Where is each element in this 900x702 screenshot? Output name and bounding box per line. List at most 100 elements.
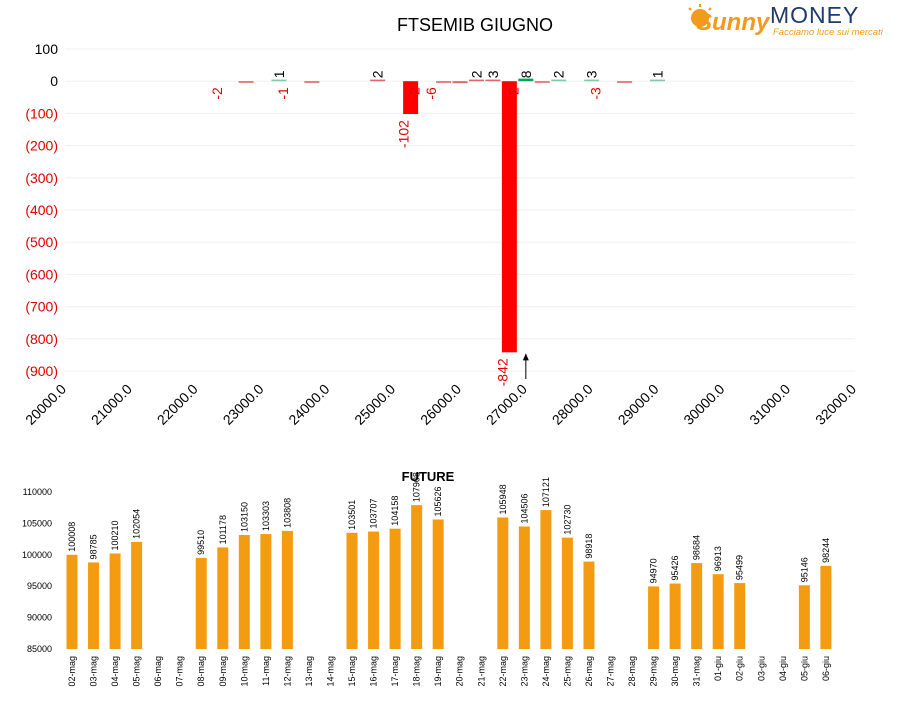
future-x-tick-label: 26-mag xyxy=(584,656,594,687)
data-label: 2 xyxy=(551,70,567,78)
future-data-label: 98684 xyxy=(692,535,702,560)
future-bar xyxy=(540,510,552,649)
data-label: -1 xyxy=(275,87,291,100)
bar xyxy=(452,81,468,84)
future-data-label: 105626 xyxy=(433,486,443,516)
x-tick-label: 25000.0 xyxy=(351,381,398,428)
future-data-label: 103808 xyxy=(282,498,292,528)
bar xyxy=(584,79,600,82)
logo-script-text: Sunny xyxy=(696,9,771,36)
future-bars xyxy=(66,505,832,649)
future-data-label: 98244 xyxy=(821,538,831,563)
future-x-tick-label: 17-mag xyxy=(390,656,400,687)
future-bar xyxy=(648,586,660,649)
future-data-label: 99510 xyxy=(196,530,206,555)
future-x-tick-label: 06-giu xyxy=(821,656,831,681)
future-x-tick-label: 14-mag xyxy=(325,656,335,687)
bar xyxy=(501,81,517,353)
future-bar xyxy=(561,537,573,649)
y-tick-label: (200) xyxy=(25,138,58,154)
x-tick-label: 30000.0 xyxy=(680,381,727,428)
future-x-tick-label: 08-mag xyxy=(196,656,206,687)
future-bar xyxy=(497,517,509,649)
future-x-tick-label: 19-mag xyxy=(433,656,443,687)
future-y-tick-label: 85000 xyxy=(27,644,52,654)
y-tick-label: (500) xyxy=(25,234,58,250)
future-data-label: 102054 xyxy=(132,509,142,539)
sunny-money-logo: Sunny MONEY Facciamo luce sui mercati xyxy=(686,2,892,42)
data-label: -3 xyxy=(588,87,604,100)
future-data-label: 105948 xyxy=(498,484,508,514)
future-bar xyxy=(798,585,810,649)
future-bar xyxy=(346,532,358,649)
future-x-tick-label: 01-giu xyxy=(713,656,723,681)
y-axis-ticks: 100 0 (100) (200) (300) (400) (500) (600) (700) (… xyxy=(25,41,58,379)
y-tick-label: (100) xyxy=(25,105,58,121)
future-x-tick-label: 27-mag xyxy=(606,656,616,687)
future-data-label: 95146 xyxy=(799,557,809,582)
future-x-tick-label: 15-mag xyxy=(347,656,357,687)
future-x-tick-label: 02-mag xyxy=(67,656,77,687)
chart-title: FTSEMIB GIUGNO xyxy=(397,15,553,35)
y-tick-label: (900) xyxy=(25,363,58,379)
future-data-label: 103501 xyxy=(347,500,357,530)
y-tick-label: (800) xyxy=(25,331,58,347)
future-x-tick-label: 04-mag xyxy=(110,656,120,687)
data-label: -6 xyxy=(423,87,439,100)
future-x-tick-label: 18-mag xyxy=(412,656,422,687)
future-x-tick-label: 09-mag xyxy=(218,656,228,687)
future-data-label: 104506 xyxy=(519,493,529,523)
x-tick-label: 24000.0 xyxy=(285,381,332,428)
future-x-tick-label: 12-mag xyxy=(282,656,292,687)
x-tick-label: 28000.0 xyxy=(549,381,596,428)
y-tick-label: (600) xyxy=(25,266,58,282)
logo-tagline: Facciamo luce sui mercati xyxy=(773,27,884,38)
data-label: 1 xyxy=(650,70,666,78)
future-data-label: 103707 xyxy=(369,498,379,528)
bar xyxy=(617,81,633,83)
data-label: 3 xyxy=(584,70,600,78)
future-x-tick-label: 22-mag xyxy=(498,656,508,687)
future-x-tick-label: 02-giu xyxy=(735,656,745,681)
grid-lines xyxy=(65,48,855,372)
y-tick-label: (300) xyxy=(25,170,58,186)
future-x-tick-label: 05-giu xyxy=(799,656,809,681)
y-tick-label: (400) xyxy=(25,202,58,218)
future-data-label: 101178 xyxy=(218,515,228,544)
bar xyxy=(485,79,501,82)
future-bar xyxy=(734,583,746,649)
future-bar xyxy=(712,574,724,649)
logo-brand-word: MONEY xyxy=(770,2,859,28)
future-data-label: 98918 xyxy=(584,534,594,559)
future-data-label: 104158 xyxy=(390,496,400,526)
future-data-label: 95499 xyxy=(735,555,745,580)
future-bar xyxy=(583,561,595,649)
future-bar xyxy=(669,583,681,649)
x-tick-label: 32000.0 xyxy=(812,381,859,428)
x-tick-label: 20000.0 xyxy=(22,381,69,428)
future-x-tick-label: 28-mag xyxy=(627,656,637,687)
data-label: 8 xyxy=(518,70,534,78)
future-bar xyxy=(238,535,250,649)
future-bar xyxy=(88,562,100,649)
future-y-tick-label: 95000 xyxy=(27,581,52,591)
future-x-tick-label: 05-mag xyxy=(132,656,142,687)
future-bar xyxy=(389,528,401,649)
y-tick-label: 0 xyxy=(50,73,58,89)
future-data-label: 94970 xyxy=(649,558,659,583)
x-tick-label: 26000.0 xyxy=(417,381,464,428)
future-x-tick-label: 29-mag xyxy=(649,656,659,687)
bar xyxy=(534,81,550,83)
future-bar xyxy=(518,526,530,649)
future-bar xyxy=(260,534,272,649)
future-x-tick-label: 13-mag xyxy=(304,656,314,687)
future-bar xyxy=(432,519,444,649)
x-tick-label: 23000.0 xyxy=(220,381,267,428)
data-label: -2 xyxy=(209,87,225,100)
y-tick-label: (700) xyxy=(25,299,58,315)
future-bar xyxy=(368,531,380,649)
future-x-tick-label: 04-giu xyxy=(778,656,788,681)
future-bar xyxy=(411,505,423,649)
future-y-tick-label: 100000 xyxy=(22,550,52,560)
